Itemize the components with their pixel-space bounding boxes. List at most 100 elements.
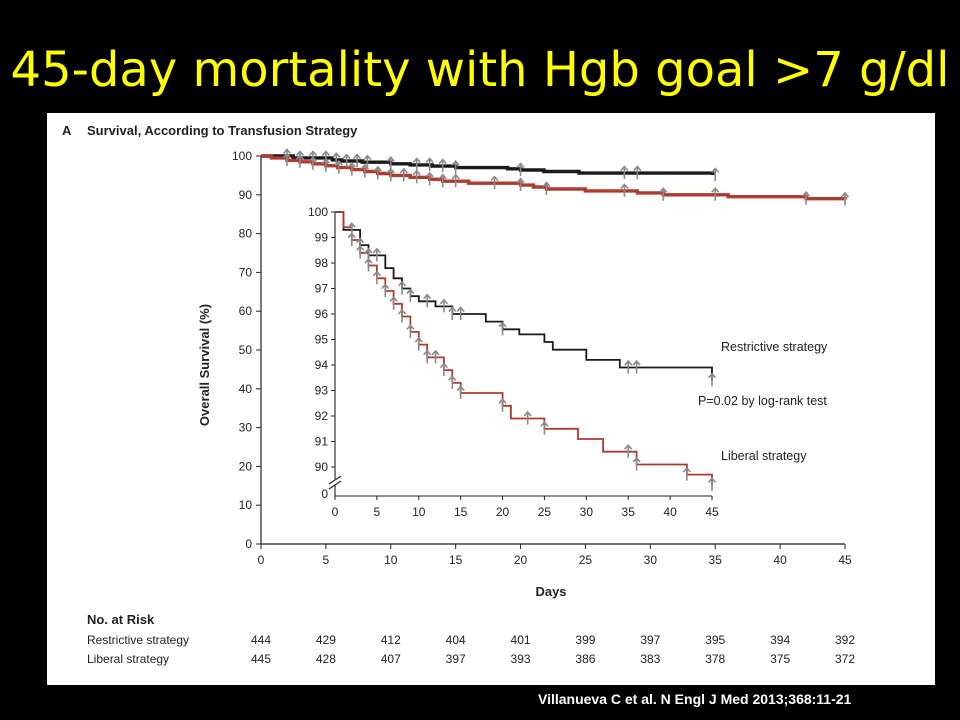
inset-series-liberal-line: [335, 211, 713, 485]
censor-arrow: [386, 167, 395, 174]
inset-censor-mark: [431, 349, 440, 364]
axis-break-mark: [328, 475, 342, 485]
inset-censor-mark: [439, 362, 449, 377]
censor-arrow: [381, 283, 390, 290]
risk-value: 394: [770, 633, 790, 647]
x-tick-label: 0: [258, 553, 265, 567]
risk-value: 375: [770, 652, 790, 666]
risk-value: 404: [446, 633, 466, 647]
censor-arrow: [406, 324, 415, 330]
censor-mark: [373, 165, 382, 180]
censor-arrow: [373, 165, 382, 172]
censor-arrow: [321, 150, 330, 156]
risk-value: 386: [575, 652, 595, 666]
inset-censor-mark: [406, 288, 415, 303]
censor-mark: [840, 191, 850, 206]
censor-arrow: [711, 187, 720, 193]
risk-value: 445: [251, 652, 271, 666]
inset-y-tick-label: 99: [315, 231, 329, 245]
censor-mark: [352, 153, 362, 168]
inset-censor-mark: [707, 372, 717, 387]
x-tick-label: 45: [838, 553, 852, 567]
censor-mark: [633, 165, 642, 180]
inset-x-tick-label: 5: [374, 505, 381, 519]
inset-censor-mark: [389, 296, 398, 310]
censor-mark: [295, 154, 305, 168]
risk-value: 372: [835, 652, 855, 666]
risk-value: 407: [381, 652, 401, 666]
inset-y-tick-label-zero: 0: [321, 487, 328, 501]
inset-y-tick-label: 95: [315, 333, 329, 347]
risk-value: 412: [381, 633, 401, 647]
censor-arrow: [282, 152, 292, 159]
x-tick-label: 40: [773, 553, 787, 567]
censor-arrow: [342, 153, 351, 160]
y-tick-label: 10: [239, 498, 253, 512]
censor-arrow: [423, 349, 432, 356]
inset-x-tick-label: 25: [538, 505, 552, 519]
censor-mark: [438, 173, 447, 188]
inset-censor-mark: [397, 308, 407, 323]
censor-arrow: [620, 183, 629, 189]
censor-arrow: [308, 150, 318, 156]
inset-y-tick-label: 97: [315, 282, 329, 296]
inset-censor-mark: [624, 443, 633, 458]
y-tick-label: 90: [239, 188, 253, 202]
inset-y-tick-label: 91: [315, 435, 329, 449]
x-tick-label: 30: [644, 553, 658, 567]
inset-censor-mark: [347, 232, 356, 247]
censor-mark: [516, 177, 525, 192]
censor-arrow: [363, 154, 372, 161]
censor-arrow: [451, 173, 460, 180]
censor-arrow: [448, 306, 457, 313]
censor-arrow: [523, 410, 532, 417]
censor-arrow: [295, 154, 305, 160]
axis-break-mark: [328, 480, 342, 490]
risk-value: 383: [640, 652, 660, 666]
inset-y-tick-label: 96: [315, 307, 329, 321]
censor-arrow: [448, 375, 457, 381]
censor-arrow: [542, 181, 551, 188]
inset-x-tick-label: 15: [454, 505, 468, 519]
inset-censor-mark: [397, 280, 407, 295]
censor-arrow: [389, 296, 398, 302]
inset-censor-mark: [682, 466, 691, 481]
inset-label-pvalue: P=0.02 by log-rank test: [698, 394, 827, 408]
y-tick-label: 50: [239, 343, 253, 357]
censor-mark: [347, 161, 356, 176]
inset-y-tick-label: 93: [315, 384, 329, 398]
censor-arrow: [360, 163, 369, 170]
risk-row-label-liberal: Liberal strategy: [87, 652, 169, 666]
censor-arrow: [364, 247, 373, 254]
chart-title: Survival, According to Transfusion Strat…: [87, 123, 358, 138]
censor-arrow: [840, 191, 850, 198]
censor-arrow: [439, 298, 449, 305]
inset-plot: 0 5 10 15 20 25 30 35 40 45 90 91 92 93 94 95 96 97 98 99 10…: [308, 205, 719, 519]
risk-value: 399: [575, 633, 595, 647]
y-tick-label: 20: [239, 459, 253, 473]
citation: Villanueva C et al. N Engl J Med 2013;36…: [538, 691, 852, 707]
censor-arrow: [707, 477, 717, 483]
censor-arrow: [425, 157, 434, 163]
inset-censor-mark: [456, 385, 465, 400]
censor-mark: [399, 167, 408, 182]
inset-censor-mark: [423, 293, 432, 308]
censor-mark: [659, 187, 668, 201]
censor-mark: [360, 163, 369, 178]
censor-arrow: [347, 161, 356, 168]
x-tick-label: 15: [449, 553, 463, 567]
censor-arrow: [633, 165, 642, 172]
censor-mark: [412, 169, 421, 184]
x-tick-label: 20: [514, 553, 528, 567]
censor-arrow: [516, 162, 525, 168]
censor-arrow: [399, 167, 408, 174]
censor-arrow: [632, 359, 641, 366]
censor-mark: [425, 157, 434, 171]
inset-censor-mark: [372, 270, 381, 285]
y-tick-label: 40: [239, 382, 253, 396]
censor-arrow: [423, 293, 432, 300]
survival-figure: A Survival, According to Transfusion Str…: [62, 123, 855, 666]
inset-label-liberal: Liberal strategy: [721, 449, 807, 463]
risk-value: 393: [511, 652, 531, 666]
